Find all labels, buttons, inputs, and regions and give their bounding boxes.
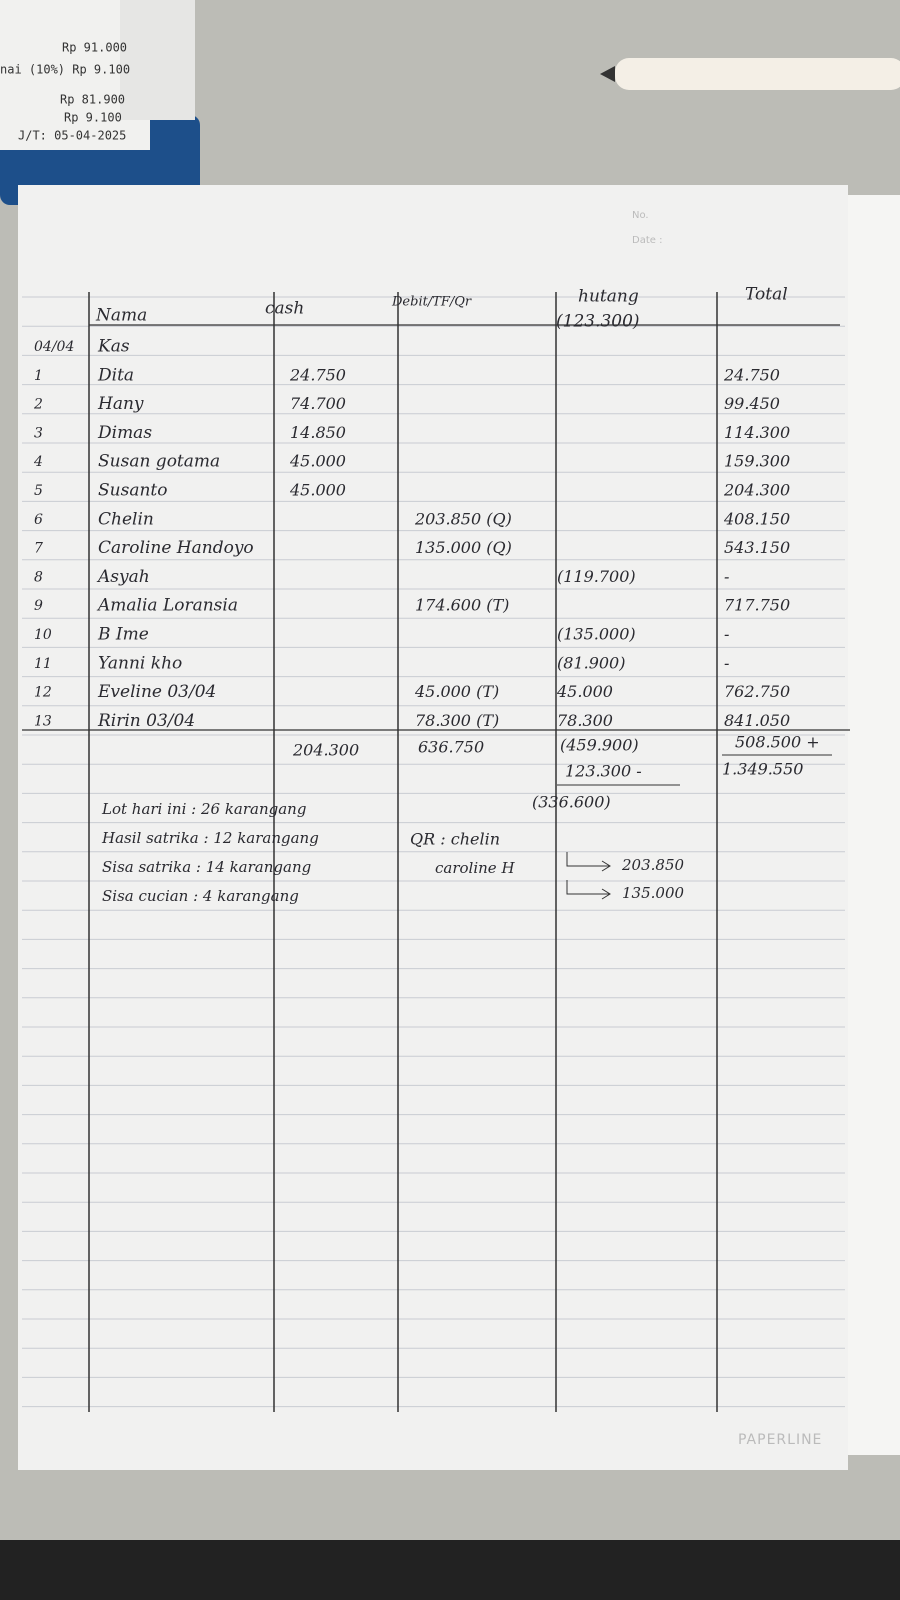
total-hutang: (459.900) xyxy=(560,736,639,755)
receipt-line: Rp 9.100 xyxy=(64,111,122,125)
cell-name: B Ime xyxy=(97,625,149,645)
header-total: Total xyxy=(745,285,788,305)
cell-name: Amalia Loransia xyxy=(96,596,238,616)
cell-name: Dimas xyxy=(97,423,152,443)
cell-no: 5 xyxy=(34,483,43,499)
total-hutang-minus: 123.300 - xyxy=(565,762,642,781)
cell-name: Yanni kho xyxy=(98,653,182,673)
desk-edge xyxy=(0,1540,900,1600)
cell-no: 4 xyxy=(33,454,43,470)
cell-no: 3 xyxy=(34,425,43,441)
cell-debit: 174.600 (T) xyxy=(415,596,509,615)
receipt-line: Rp 81.900 xyxy=(60,93,125,107)
cell-total: - xyxy=(724,625,729,644)
qr-label: QR : chelin xyxy=(410,830,500,849)
note: Lot hari ini : 26 karangang xyxy=(101,800,306,818)
ruled-lines xyxy=(22,292,850,1412)
cell-no: 13 xyxy=(34,713,52,729)
no-label: No. xyxy=(632,210,649,221)
cell-name: Eveline 03/04 xyxy=(97,682,216,702)
cell-debit: 45.000 (T) xyxy=(414,682,499,701)
cell-name: Susan gotama xyxy=(98,452,220,472)
cell-no: 1 xyxy=(34,368,43,384)
cell-no: 2 xyxy=(33,397,43,413)
cell-name: Asyah xyxy=(96,567,150,587)
next-page xyxy=(840,195,900,1455)
cell-total: 159.300 xyxy=(724,452,790,471)
cell-name: Caroline Handoyo xyxy=(98,538,254,558)
cell-debit: 78.300 (T) xyxy=(415,711,499,730)
cell-no: 6 xyxy=(34,512,43,528)
header-hutang: hutang xyxy=(578,287,639,307)
cell-name: Kas xyxy=(97,337,130,357)
notebook-page xyxy=(18,185,848,1470)
cell-no: 04/04 xyxy=(34,339,74,355)
header-cash: cash xyxy=(265,299,304,319)
cell-cash: 74.700 xyxy=(290,394,346,413)
header-name: Nama xyxy=(95,306,147,326)
cell-name: Dita xyxy=(97,365,134,385)
cell-total: 99.450 xyxy=(724,394,780,413)
cell-total: 114.300 xyxy=(724,423,790,442)
cell-name: Susanto xyxy=(98,481,167,501)
total-cash: 204.300 xyxy=(292,741,359,760)
brand: PAPERLINE xyxy=(738,1432,822,1448)
cell-total: 841.050 xyxy=(724,711,790,730)
receipt-line: Rp 91.000 xyxy=(62,41,127,55)
cell-name: Hany xyxy=(97,394,144,414)
cell-no: 9 xyxy=(34,598,43,614)
cell-no: 10 xyxy=(34,627,52,643)
arrow xyxy=(566,852,611,872)
pen xyxy=(615,58,900,90)
cell-name: Chelin xyxy=(98,509,154,529)
arrow xyxy=(566,880,611,900)
cell-cash: 45.000 xyxy=(289,452,346,471)
cell-hutang: (81.900) xyxy=(557,653,625,672)
cell-name: Ririn 03/04 xyxy=(97,711,195,731)
cell-no: 7 xyxy=(34,541,43,557)
cell-hutang: 45.000 xyxy=(556,682,613,701)
qr-second: caroline H xyxy=(435,859,515,877)
receipt-line: J/T: 05-04-2025 xyxy=(18,129,126,143)
cell-total: 762.750 xyxy=(724,682,790,701)
total-total-result: 1.349.550 xyxy=(722,760,803,779)
note: Sisa cucian : 4 karangang xyxy=(102,887,299,905)
cell-total: 204.300 xyxy=(723,481,790,500)
cell-no: 11 xyxy=(34,656,52,672)
cell-total: 717.750 xyxy=(724,596,790,615)
cell-debit: 203.850 (Q) xyxy=(414,509,512,528)
cell-cash: 45.000 xyxy=(289,481,346,500)
pen-tip xyxy=(600,66,615,82)
cell-hutang: (119.700) xyxy=(557,567,636,586)
date-label: Date : xyxy=(632,235,662,246)
cell-no: 12 xyxy=(34,685,52,701)
qr-value: 135.000 xyxy=(622,884,684,902)
cell-total: 24.750 xyxy=(723,365,780,384)
header-hutang-start: (123.300) xyxy=(556,312,640,332)
note: Hasil satrika : 12 karangang xyxy=(101,829,319,847)
cell-total: 408.150 xyxy=(723,509,790,528)
receipt-back xyxy=(120,0,195,120)
note: Sisa satrika : 14 karangang xyxy=(102,858,311,876)
receipt-line: nai (10%) Rp 9.100 xyxy=(0,63,130,77)
cell-no: 8 xyxy=(34,569,43,585)
cell-total: 543.150 xyxy=(724,538,790,557)
total-hutang-result: (336.600) xyxy=(532,793,611,812)
cell-hutang: (135.000) xyxy=(557,625,636,644)
qr-value: 203.850 xyxy=(621,856,684,874)
cell-debit: 135.000 (Q) xyxy=(415,538,512,557)
header-debit: Debit/TF/Qr xyxy=(391,295,472,310)
total-debit: 636.750 xyxy=(418,738,484,757)
cell-total: - xyxy=(724,567,729,586)
cell-hutang: 78.300 xyxy=(557,711,613,730)
cell-total: - xyxy=(724,653,729,672)
cell-cash: 24.750 xyxy=(289,365,346,384)
cell-cash: 14.850 xyxy=(290,423,346,442)
total-total: 508.500 + xyxy=(735,733,820,752)
